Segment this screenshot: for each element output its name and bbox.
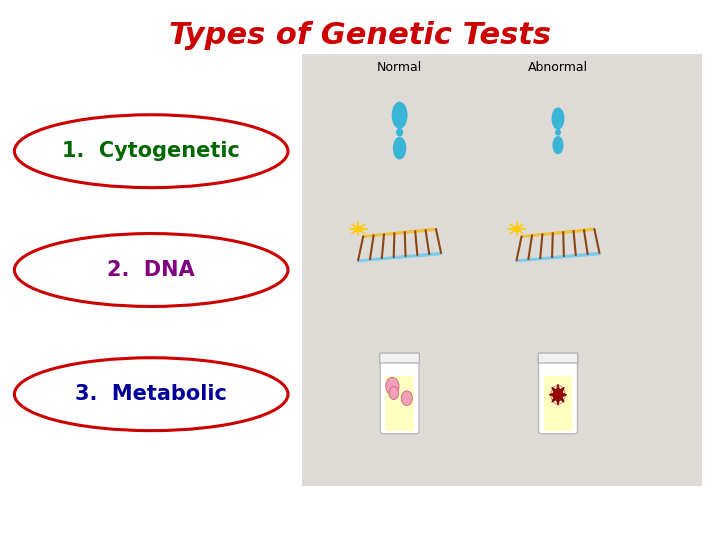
- Ellipse shape: [552, 107, 564, 130]
- Text: Abnormal: Abnormal: [528, 61, 588, 74]
- Text: 3.  Metabolic: 3. Metabolic: [76, 384, 227, 404]
- Ellipse shape: [14, 233, 288, 306]
- Ellipse shape: [389, 387, 399, 400]
- Ellipse shape: [386, 377, 399, 395]
- Polygon shape: [549, 384, 567, 406]
- FancyBboxPatch shape: [538, 353, 578, 363]
- Ellipse shape: [392, 102, 408, 129]
- FancyBboxPatch shape: [379, 353, 420, 363]
- Text: 2.  DNA: 2. DNA: [107, 260, 195, 280]
- Ellipse shape: [401, 391, 413, 406]
- Polygon shape: [356, 252, 443, 262]
- Ellipse shape: [513, 226, 521, 232]
- Ellipse shape: [354, 226, 363, 232]
- Polygon shape: [361, 228, 438, 238]
- Polygon shape: [515, 252, 601, 262]
- FancyBboxPatch shape: [385, 376, 414, 431]
- FancyBboxPatch shape: [302, 54, 702, 486]
- Ellipse shape: [14, 115, 288, 187]
- Ellipse shape: [396, 128, 403, 137]
- Ellipse shape: [552, 136, 564, 154]
- Ellipse shape: [14, 357, 288, 431]
- Text: Types of Genetic Tests: Types of Genetic Tests: [169, 21, 551, 50]
- Text: Normal: Normal: [377, 61, 422, 74]
- Ellipse shape: [393, 137, 406, 159]
- Ellipse shape: [555, 129, 561, 136]
- FancyBboxPatch shape: [544, 376, 572, 431]
- Polygon shape: [520, 228, 596, 238]
- FancyBboxPatch shape: [539, 357, 577, 434]
- Text: 1.  Cytogenetic: 1. Cytogenetic: [62, 141, 240, 161]
- FancyBboxPatch shape: [380, 357, 419, 434]
